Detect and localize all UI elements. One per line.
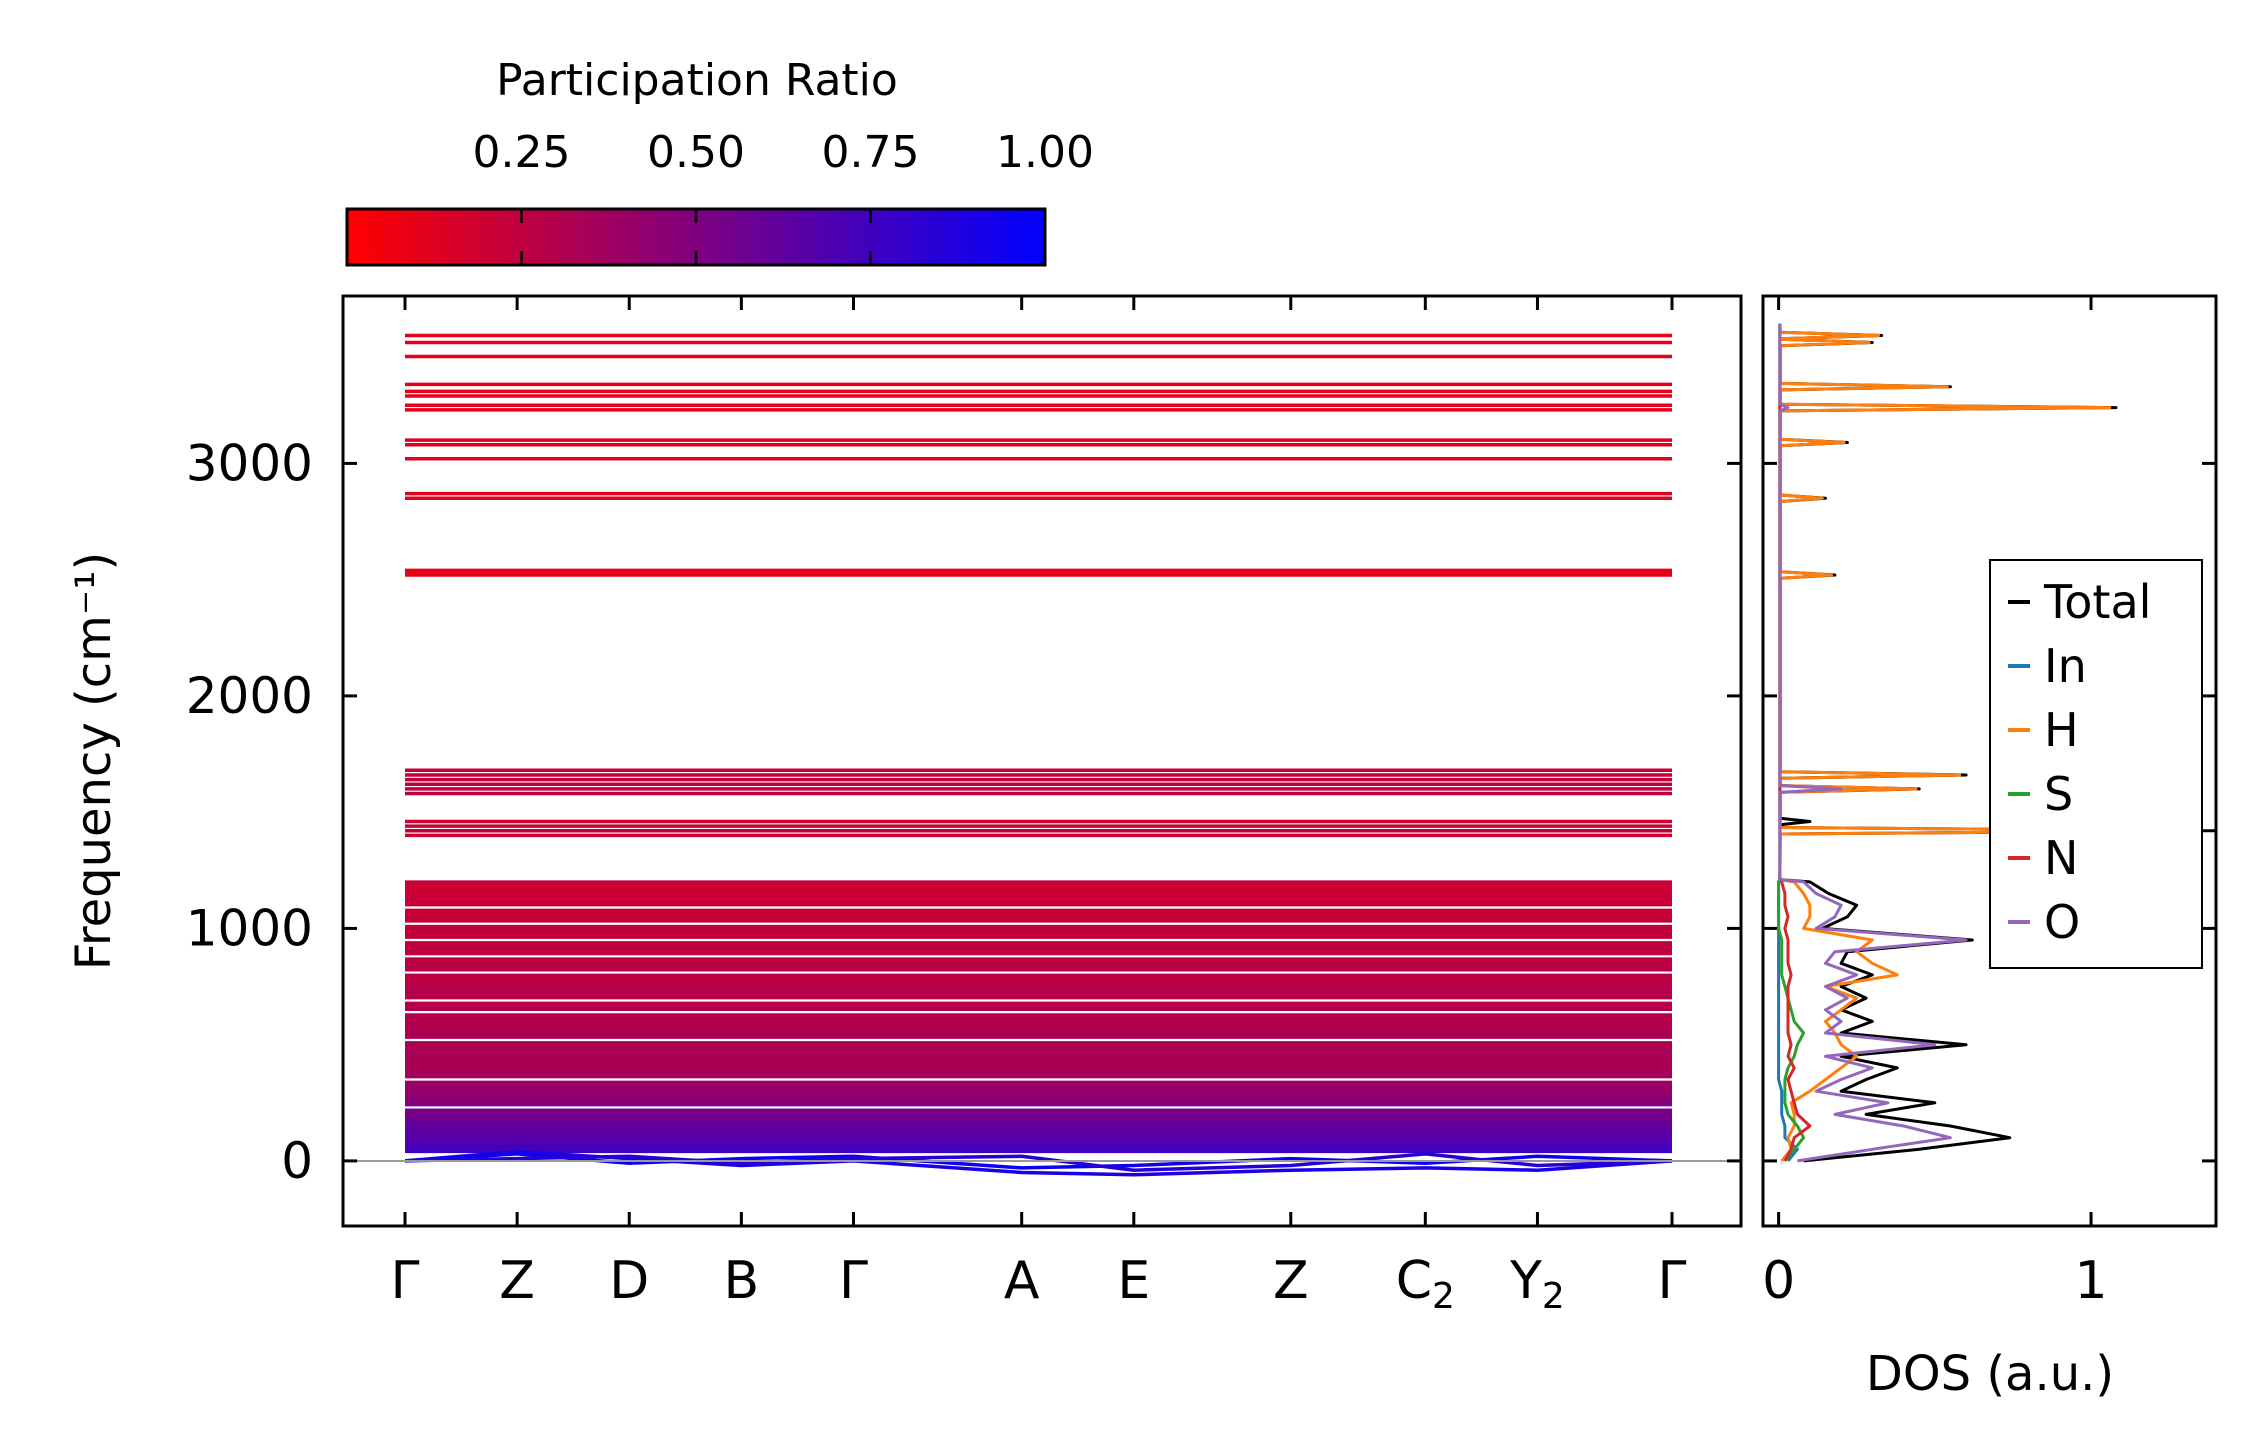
band-x-tick-label: Γ bbox=[839, 1251, 868, 1311]
colorbar: Participation Ratio 0.25 0.50 0.75 1.00 bbox=[345, 55, 1094, 267]
band-structure-panel: Γ Z D B Γ A E Z C2 Y2 Γ 0 1000 2000 3000 Frequency (c… bbox=[66, 294, 1743, 1317]
colorbar-tick-label: 0.25 bbox=[473, 127, 571, 178]
band-x-tick-label: B bbox=[724, 1251, 760, 1311]
colorbar-tick-label: 1.00 bbox=[996, 127, 1094, 178]
band-x-tick-label: Y2 bbox=[1509, 1251, 1565, 1317]
colorbar-title: Participation Ratio bbox=[496, 55, 898, 106]
legend-label-h: H bbox=[2044, 703, 2079, 757]
band-y-tick-label: 3000 bbox=[186, 434, 313, 492]
acoustic-1-band bbox=[404, 1149, 1673, 1177]
colorbar-ticks: 0.25 0.50 0.75 1.00 bbox=[473, 127, 1094, 265]
band-x-tick-label: D bbox=[609, 1251, 649, 1311]
band-y-tick-label: 0 bbox=[281, 1132, 313, 1190]
band-x-ticks: Γ Z D B Γ A E Z C2 Y2 Γ bbox=[391, 296, 1687, 1317]
acoustic-3-band bbox=[404, 1152, 1673, 1172]
dos-panel-frame bbox=[1761, 294, 2218, 1228]
band-x-tick-label: A bbox=[1004, 1251, 1040, 1311]
dos-x-axis-label: DOS (a.u.) bbox=[1866, 1346, 2114, 1402]
band-x-tick-label: Γ bbox=[1658, 1251, 1687, 1311]
band-plot-area bbox=[404, 333, 1673, 1177]
band-x-tick-label: C2 bbox=[1396, 1251, 1455, 1317]
dos-x-tick-label: 0 bbox=[1762, 1251, 1795, 1311]
legend-label-total: Total bbox=[2043, 575, 2151, 629]
dos-series-n bbox=[1778, 323, 1812, 1162]
band-y-ticks: 0 1000 2000 3000 bbox=[186, 434, 1741, 1190]
legend-label-s: S bbox=[2044, 767, 2073, 821]
band-x-tick-label: E bbox=[1117, 1251, 1150, 1311]
band-y-tick-label: 2000 bbox=[186, 667, 313, 725]
legend-label-in: In bbox=[2044, 639, 2087, 693]
colorbar-tick-label: 0.75 bbox=[822, 127, 920, 178]
dos-x-tick-label: 1 bbox=[2074, 1251, 2107, 1311]
dos-plot-area bbox=[1777, 323, 2202, 1163]
legend-label-o: O bbox=[2044, 895, 2080, 949]
band-x-tick-label: Γ bbox=[391, 1251, 420, 1311]
band-panel-frame bbox=[341, 294, 1743, 1228]
legend-frame bbox=[1989, 559, 2203, 969]
legend-label-n: N bbox=[2044, 831, 2078, 885]
band-y-tick-label: 1000 bbox=[186, 899, 313, 957]
band-x-tick-label: Z bbox=[1273, 1251, 1309, 1311]
band-y-axis-label: Frequency (cm⁻¹) bbox=[66, 552, 122, 970]
band-x-tick-label: Z bbox=[499, 1251, 535, 1311]
colorbar-tick-label: 0.50 bbox=[647, 127, 745, 178]
dos-series-o bbox=[1778, 323, 1968, 1163]
dos-series-s bbox=[1777, 323, 1806, 1162]
